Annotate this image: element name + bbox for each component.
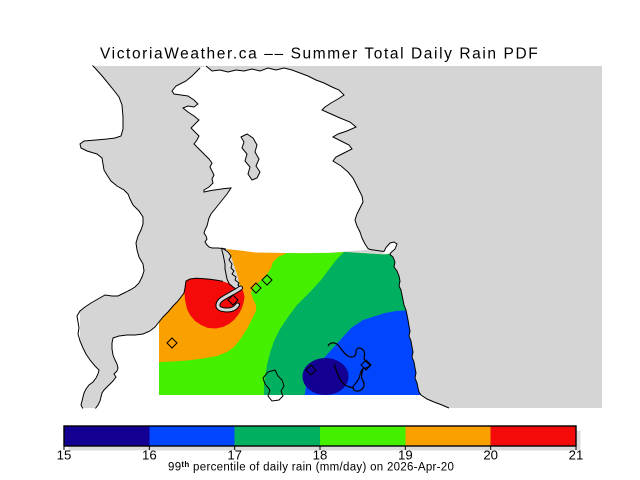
- svg-text:16: 16: [142, 448, 157, 463]
- svg-text:99th percentile of daily rain: 99th percentile of daily rain (mm/day) o…: [168, 460, 454, 474]
- svg-text:15: 15: [57, 448, 72, 463]
- svg-text:18: 18: [313, 448, 328, 463]
- svg-text:19: 19: [398, 448, 413, 463]
- svg-text:VictoriaWeather.ca –– Summer T: VictoriaWeather.ca –– Summer Total Daily…: [100, 46, 539, 63]
- svg-text:21: 21: [569, 448, 584, 463]
- svg-text:17: 17: [227, 448, 242, 463]
- svg-text:20: 20: [483, 448, 498, 463]
